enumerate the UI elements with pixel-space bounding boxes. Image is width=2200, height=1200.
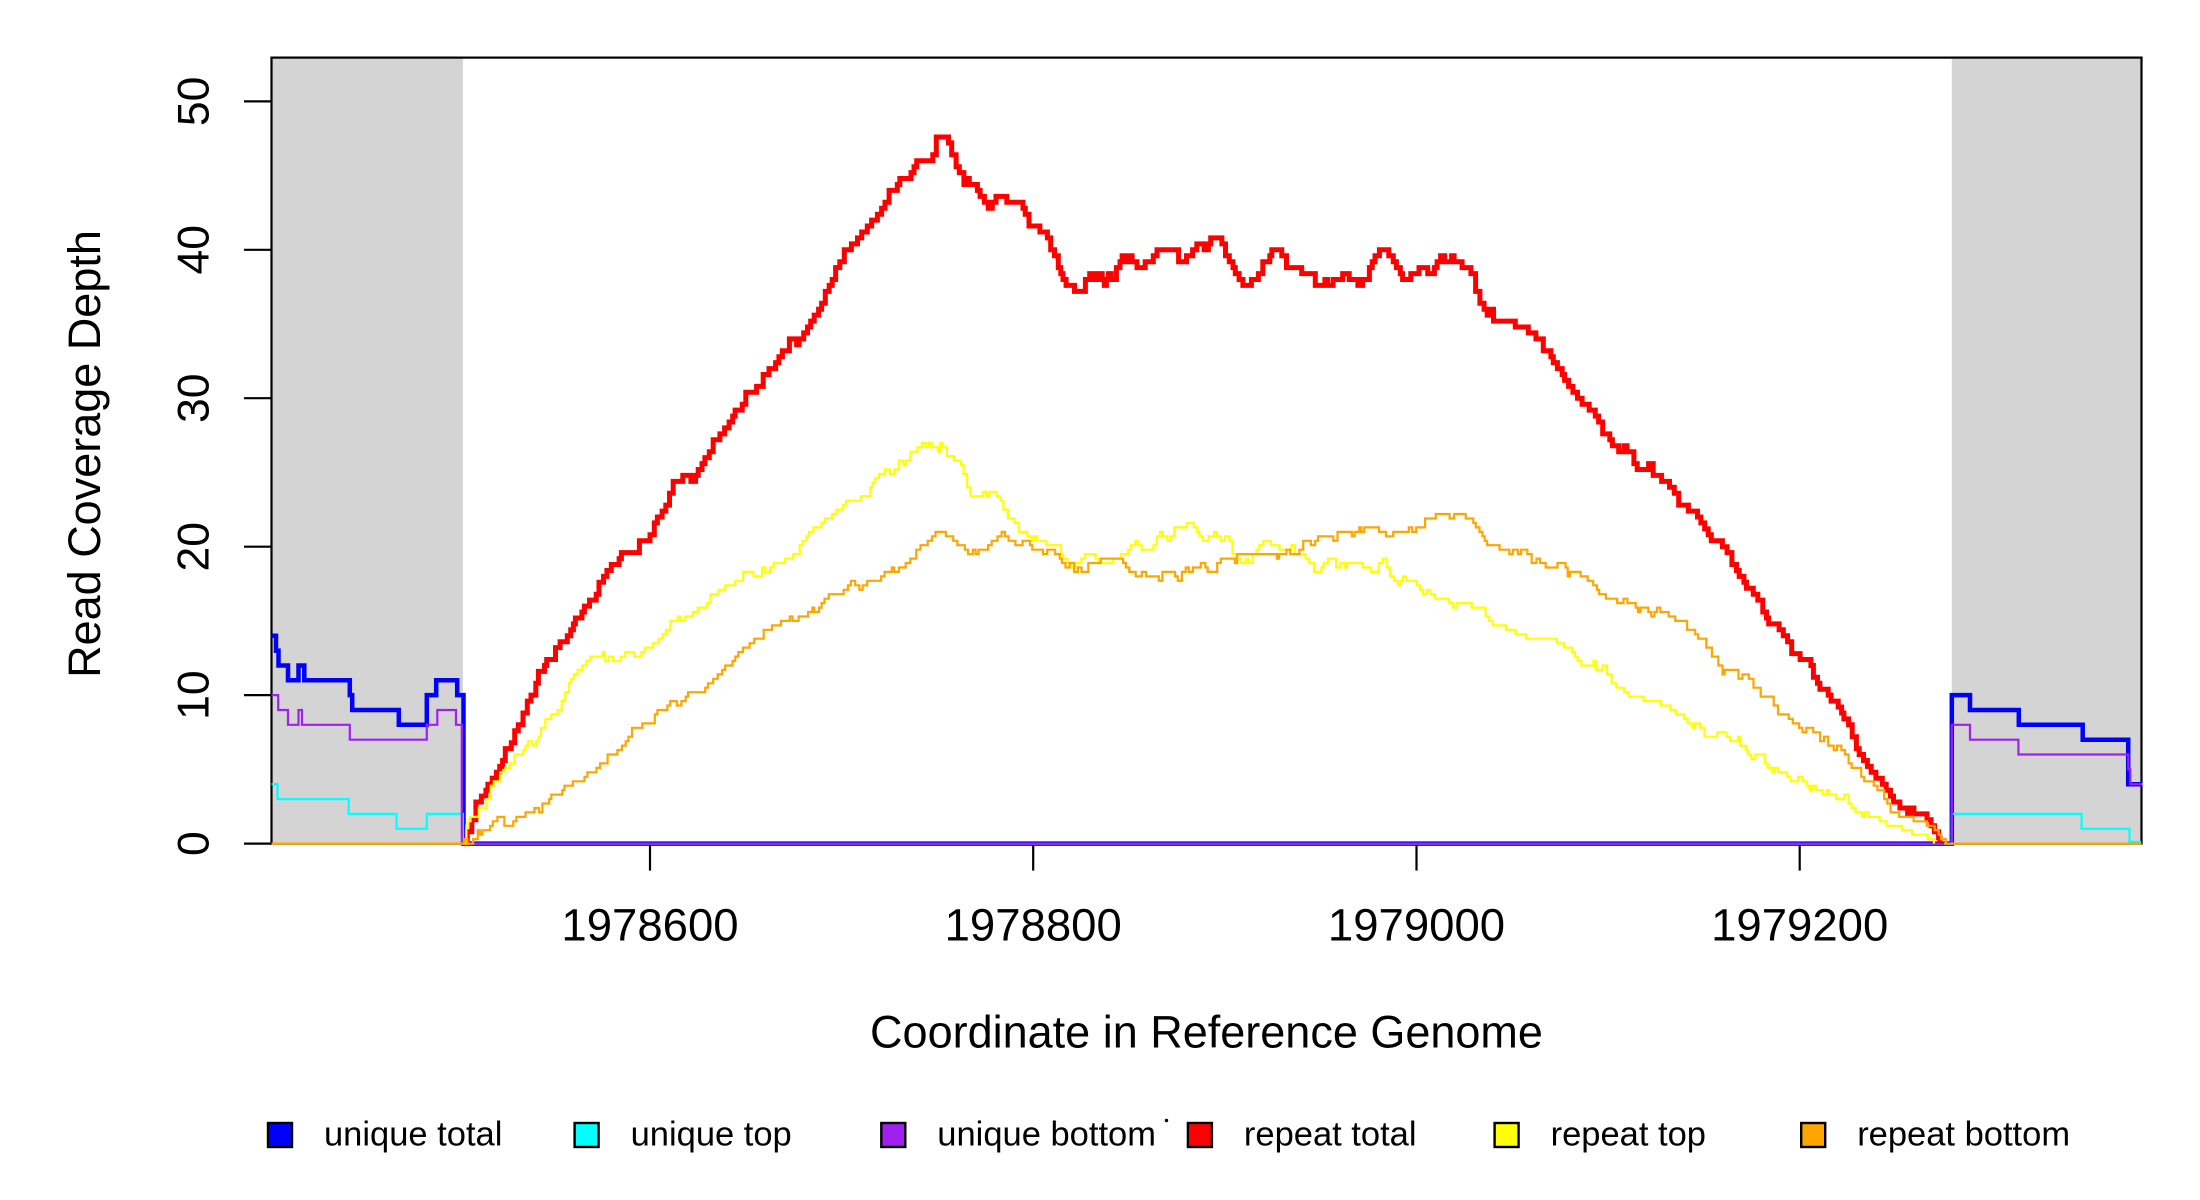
svg-text:30: 30 xyxy=(170,373,219,423)
svg-text:1978600: 1978600 xyxy=(561,900,738,951)
svg-text:unique top: unique top xyxy=(631,1116,792,1154)
svg-text:1978800: 1978800 xyxy=(945,900,1122,951)
svg-text:40: 40 xyxy=(170,225,219,274)
svg-text:repeat top: repeat top xyxy=(1551,1116,1706,1154)
svg-text:Read Coverage Depth: Read Coverage Depth xyxy=(59,230,110,678)
svg-text:0: 0 xyxy=(170,831,219,856)
svg-text:Coordinate in Reference Genome: Coordinate in Reference Genome xyxy=(870,1007,1543,1058)
svg-text:repeat total: repeat total xyxy=(1244,1116,1417,1154)
svg-text:50: 50 xyxy=(170,77,219,127)
svg-text:10: 10 xyxy=(170,670,219,720)
svg-text:unique bottom: unique bottom xyxy=(937,1116,1156,1154)
svg-text:1979000: 1979000 xyxy=(1328,900,1505,951)
svg-text:unique total: unique total xyxy=(324,1116,502,1154)
svg-text:20: 20 xyxy=(170,522,219,572)
svg-text:1979200: 1979200 xyxy=(1711,900,1888,951)
svg-text:repeat bottom: repeat bottom xyxy=(1857,1116,2070,1154)
